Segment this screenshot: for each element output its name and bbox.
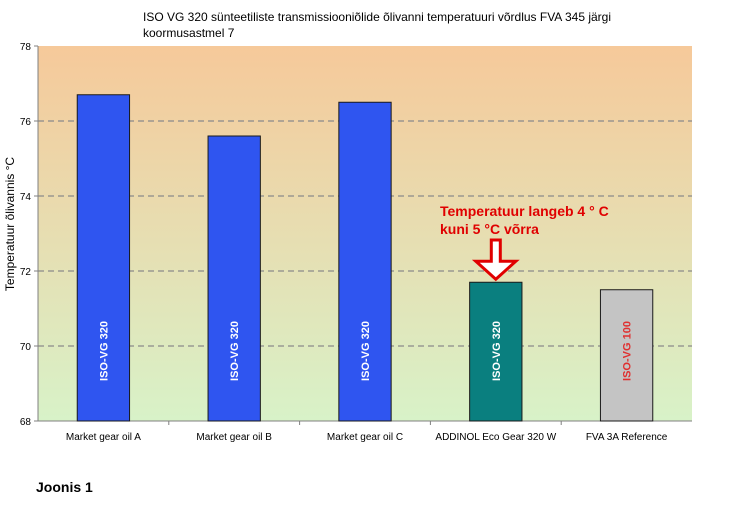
tick-labels: 68 70 72 74 76 78 Market gear oil A Market gear… [20,42,668,443]
bar [207,135,261,422]
bar-label: ISO-VG 320 [360,321,372,381]
bar [76,94,131,422]
annotation: Temperatuur langeb 4 ° C kuni 5 °C võrra [440,203,609,282]
chart-title: ISO VG 320 sünteetiliste transmissiooniõ… [143,10,612,40]
x-tick-label: Market gear oil C [327,432,403,443]
bar-label: ISO-VG 320 [98,321,110,381]
y-tick-label: 78 [20,42,32,53]
x-tick-label: Market gear oil A [66,432,141,443]
bar-label: ISO-VG 320 [229,321,241,381]
annotation-line-2: kuni 5 °C võrra [440,221,539,237]
y-axis-label: Temperatuur õlivannis °C [3,157,17,292]
x-tick-label: ADDINOL Eco Gear 320 W [435,432,556,443]
y-tick-label: 70 [20,342,32,353]
annotation-line-1: Temperatuur langeb 4 ° C [440,203,609,219]
x-tick-label: FVA 3A Reference [586,432,668,443]
y-tick-label: 72 [20,267,32,278]
bar [469,281,523,422]
gridlines [38,120,692,347]
y-tick-label: 76 [20,117,32,128]
bar-label: ISO-VG 320 [491,321,503,381]
bars: ISO-VG 320 ISO-VG 320 ISO-VG 320 ISO-VG 320… [76,94,654,422]
down-arrow-icon [471,238,520,282]
bar [338,101,392,422]
y-tick-label: 68 [20,417,32,428]
y-tick-label: 74 [20,192,32,203]
bar [599,289,654,422]
bar-label: ISO-VG 100 [622,321,634,381]
figure-caption: Joonis 1 [36,479,93,495]
x-tick-label: Market gear oil B [196,432,272,443]
